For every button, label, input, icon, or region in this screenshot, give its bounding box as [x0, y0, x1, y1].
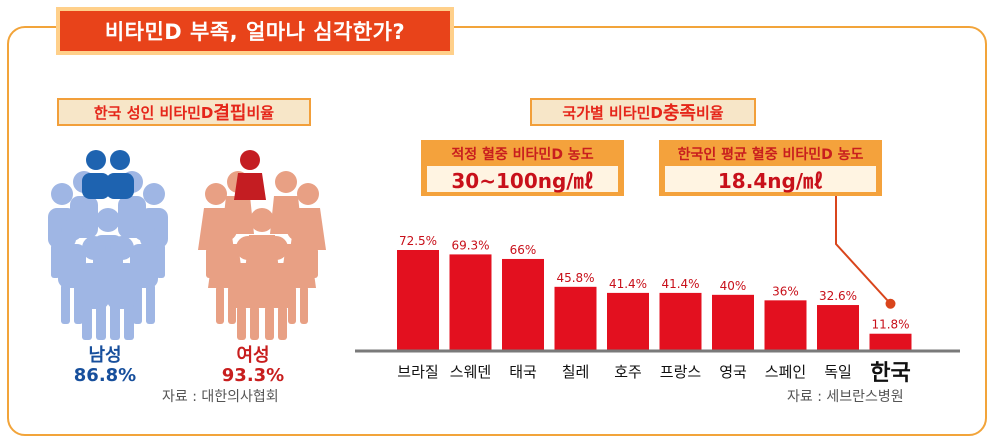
category-label: 영국 [719, 363, 747, 381]
sufficiency-label-post: 비율 [696, 103, 724, 122]
main-title: 비타민D 부족, 얼마나 심각한가? [60, 11, 450, 51]
deficiency-section-label: 한국 성인 비타민D 결핍 비율 [57, 98, 311, 126]
bar-9 [817, 305, 859, 350]
category-label: 프랑스 [660, 363, 702, 381]
bar-value-label: 45.8% [556, 271, 594, 285]
sufficiency-source: 자료 : 세브란스병원 [787, 389, 904, 405]
sufficiency-label-emphasis: 충족 [662, 103, 696, 124]
korea-level-label-post: 혈중 비타민D 농도 [746, 147, 864, 163]
sufficiency-label-pre: 국가별 비타민D [562, 103, 663, 122]
bar-10 [869, 333, 912, 350]
category-label: 스웨덴 [450, 363, 491, 381]
male-label: 남성 [88, 345, 122, 366]
bar-4 [554, 286, 597, 350]
female-people-icon [198, 150, 326, 340]
korea-pointer-line [835, 196, 892, 305]
bar-value-label: 66% [510, 243, 537, 257]
category-label: 스페인 [765, 363, 806, 381]
deficiency-source: 자료 : 대한의사협회 [162, 389, 279, 405]
bar-3 [502, 258, 544, 350]
bar-7 [712, 294, 754, 350]
korea-level-value: 18.4ng/㎖ [665, 166, 876, 193]
bar-6 [659, 292, 702, 350]
category-label: 호주 [614, 363, 642, 381]
korea-level-label-emphasis: 한국인 평균 [677, 147, 747, 163]
bar-value-label: 41.4% [661, 277, 699, 291]
bar-value-label: 40% [720, 279, 747, 293]
category-label: 독일 [824, 363, 852, 381]
normal-level-label: 적정 혈중 비타민D 농도 [451, 147, 594, 163]
category-label: 태국 [509, 363, 537, 381]
category-label: 한국 [870, 361, 910, 386]
bar-5 [607, 292, 649, 350]
korea-pointer-dot [885, 298, 896, 309]
deficiency-label-emphasis: 결핍 [213, 103, 247, 124]
male-people-icon [48, 150, 168, 340]
korea-level-label: 한국인 평균 혈중 비타민D 농도 [659, 144, 882, 164]
deficiency-label-post: 비율 [246, 103, 275, 122]
bar-value-label: 32.6% [819, 289, 857, 303]
bar-value-label: 69.3% [451, 238, 489, 252]
category-label: 칠레 [562, 363, 590, 381]
korea-level-box: 한국인 평균 혈중 비타민D 농도 18.4ng/㎖ [659, 140, 882, 196]
bar-1 [397, 250, 439, 350]
bar-value-label: 36% [772, 284, 799, 298]
bar-value-label: 72.5% [399, 234, 437, 248]
sufficiency-section-label: 국가별 비타민D 충족 비율 [530, 98, 756, 126]
bar-2 [449, 254, 492, 350]
bar-value-label: 41.4% [609, 277, 647, 291]
normal-level-value: 30~100ng/㎖ [427, 166, 618, 193]
female-label: 여성 [236, 345, 270, 366]
bar-8 [764, 300, 807, 350]
male-value: 86.8% [73, 365, 137, 386]
content-frame [7, 26, 987, 436]
deficiency-label-pre: 한국 성인 비타민D [93, 103, 214, 122]
female-value: 93.3% [221, 365, 285, 386]
category-label: 브라질 [397, 363, 438, 381]
bar-value-label: 11.8% [871, 318, 909, 332]
normal-level-box: 적정 혈중 비타민D 농도 30~100ng/㎖ [421, 140, 624, 196]
